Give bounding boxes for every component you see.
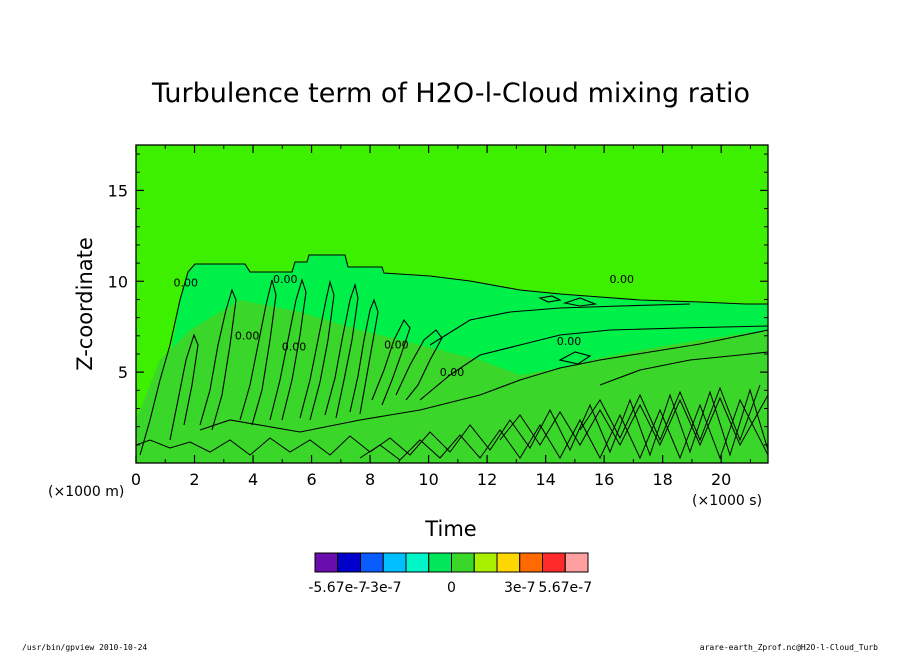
x-tick-label: 18 (652, 470, 672, 489)
y-axis-unit: (×1000 m) (48, 484, 124, 500)
contour-label: 0.00 (282, 340, 307, 353)
y-tick-label: 10 (108, 272, 128, 291)
footer-right: arare-earth_Zprof.nc@H2O-l-Cloud_Turb (700, 643, 878, 652)
x-tick-label: 6 (306, 470, 316, 489)
colorbar-swatch (451, 552, 475, 573)
contour-labels: 0.00 0.00 0.00 0.00 0.00 0.00 0.00 0.00 (173, 273, 633, 379)
colorbar-tick-label: -3e-7 (365, 580, 402, 596)
colorbar-tick-labels: -5.67e-7-3e-7 0 3e-7 5.67e-7 (308, 580, 592, 596)
y-tick-label: 5 (118, 363, 128, 382)
contour-label: 0.00 (273, 273, 298, 286)
colorbar (314, 552, 589, 573)
colorbar-swatch (314, 552, 339, 573)
plot-area (136, 145, 768, 463)
x-tick-label: 20 (711, 470, 731, 489)
colorbar-tick-label: -5.67e-7 (308, 580, 367, 596)
x-tick-label: 10 (418, 470, 438, 489)
surface-contours (136, 384, 768, 461)
contour-lines (139, 254, 768, 456)
x-tick-label: 0 (131, 470, 141, 489)
colorbar-tick-label: 5.67e-7 (538, 580, 592, 596)
x-tick-label: 14 (535, 470, 555, 489)
y-tick-label: 15 (108, 181, 128, 200)
colorbar-swatch (360, 552, 384, 573)
y-axis-ticks: 5 10 15 (108, 153, 768, 446)
x-axis-label: Time (424, 517, 476, 541)
contour-label: 0.00 (609, 273, 634, 286)
contour-label: 0.00 (235, 329, 260, 342)
contour-label: 0.00 (173, 277, 198, 290)
colorbar-tick-label: 3e-7 (504, 580, 535, 596)
colorbar-swatch (473, 552, 498, 573)
contour-label: 0.00 (440, 366, 465, 379)
colorbar-swatch (519, 552, 543, 573)
colorbar-swatch (428, 552, 452, 573)
colorbar-tick-label: 0 (447, 580, 456, 596)
x-tick-label: 16 (594, 470, 614, 489)
contour-label: 0.00 (557, 335, 582, 348)
x-tick-label: 8 (365, 470, 375, 489)
field-lower (136, 300, 768, 463)
x-tick-label: 2 (189, 470, 199, 489)
contour-label: 0.00 (384, 339, 409, 352)
x-tick-label: 12 (477, 470, 497, 489)
chart-title: Turbulence term of H2O-l-Cloud mixing ra… (151, 78, 750, 109)
colorbar-swatch (382, 552, 407, 573)
x-axis-ticks: 0 2 4 6 8 10 12 14 16 18 20 (131, 145, 751, 489)
colorbar-swatch (405, 552, 430, 573)
colorbar-swatch (542, 552, 566, 573)
colorbar-swatch (564, 552, 589, 573)
colorbar-swatch (337, 552, 361, 573)
colorbar-swatch (496, 552, 521, 573)
y-axis-label: Z-coordinate (73, 237, 97, 371)
footer-left: /usr/bin/gpview 2010-10-24 (22, 643, 147, 652)
x-tick-label: 4 (248, 470, 258, 489)
x-axis-unit: (×1000 s) (692, 493, 762, 509)
plot-frame (135, 144, 769, 464)
